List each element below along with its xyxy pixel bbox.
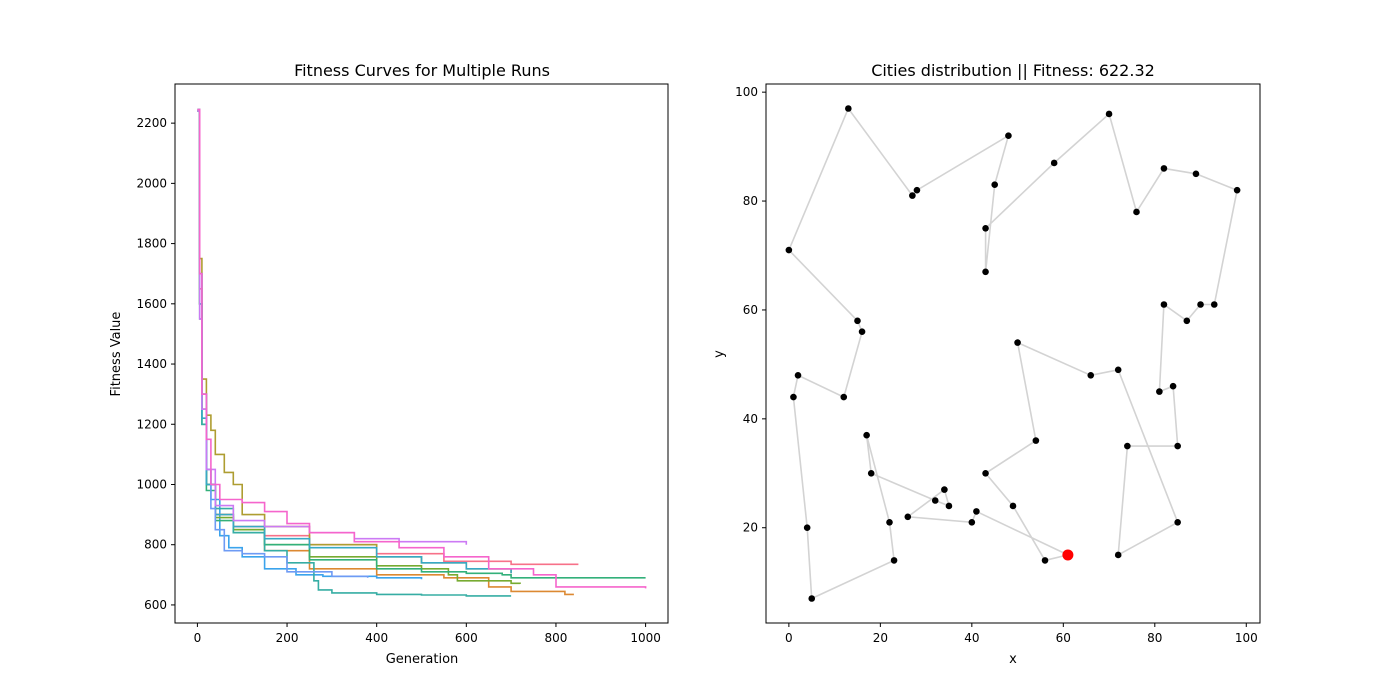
city-point [808,595,816,602]
city-point [840,393,848,401]
fitness-y-tick-label: 2000 [136,176,167,190]
city-point [913,186,921,194]
city-point [904,513,912,521]
city-point [945,502,953,510]
city-point [858,328,866,336]
city-point [1014,339,1021,346]
city-point [1032,437,1040,444]
city-point [1050,159,1058,167]
city-point [785,246,793,254]
city-point [1114,366,1122,374]
city-point [890,557,898,564]
fitness-x-tick-label: 200 [276,631,299,645]
cities-y-tick-label: 80 [743,194,758,208]
city-markers [785,105,1241,602]
city-point [1156,388,1163,395]
city-point [1087,371,1095,379]
fitness-plot-frame [174,83,669,624]
city-point [1174,518,1181,526]
city-point [1133,208,1140,216]
city-point [973,508,980,515]
fitness-x-tick-label: 0 [194,631,202,645]
fitness-y-tick-label: 800 [144,538,167,552]
cities-y-tick-label: 40 [743,412,758,426]
fitness-x-tick-label: 400 [365,631,388,645]
city-point [941,486,948,493]
fitness-y-tick-label: 1600 [136,297,167,311]
fitness-curves-plot: Fitness Curves for Multiple Runs 0 200 400… [109,61,669,667]
city-point [1192,170,1200,178]
fitness-y-tick-label: 1800 [136,237,167,251]
fitness-series-line [197,108,647,589]
fitness-x-tick-label: 800 [545,631,568,645]
start-city-point [1062,549,1074,561]
fitness-x-tick-label: 600 [455,631,478,645]
fitness-chart-title: Fitness Curves for Multiple Runs [294,61,550,80]
cities-y-tick-label: 100 [735,85,758,99]
fitness-x-ticks: 0 200 400 600 800 1000 [194,623,661,645]
fitness-y-tick-label: 2200 [136,116,167,130]
city-point [803,524,811,532]
cities-y-axis-label: y [712,350,727,358]
city-point [863,431,870,439]
city-point [854,317,861,325]
city-point [1174,442,1181,450]
fitness-y-ticks: 600 800 1000 1200 1400 1600 1800 2000 2200 [136,116,175,612]
cities-x-tick-label: 0 [785,631,793,645]
tour-route [787,106,1239,600]
city-point [968,518,976,526]
city-point [794,371,802,379]
city-point [867,469,875,477]
city-point [909,192,916,199]
cities-y-tick-label: 20 [743,521,758,535]
cities-x-tick-label: 80 [1147,631,1162,645]
fitness-y-tick-label: 600 [144,598,167,612]
cities-x-tick-label: 20 [873,631,888,645]
cities-x-ticks: 0 20 40 60 80 100 [785,623,1258,645]
city-point [1160,165,1168,172]
city-point [1124,442,1131,450]
city-point [982,268,989,276]
city-point [1197,301,1204,308]
city-point [1160,301,1168,308]
cities-y-ticks: 20 40 60 80 100 [735,85,766,535]
cities-chart-title: Cities distribution || Fitness: 622.32 [871,61,1155,80]
fitness-x-tick-label: 1000 [630,631,661,645]
city-point [982,469,989,477]
city-point [1183,317,1191,325]
city-point [1041,557,1049,564]
city-point [790,393,797,401]
city-point [1114,551,1122,559]
city-point [886,518,893,526]
city-point [845,105,852,112]
cities-x-axis-label: x [1009,652,1017,667]
fitness-y-axis-label: Fitness Value [109,312,124,397]
fitness-y-tick-label: 1400 [136,357,167,371]
cities-x-tick-label: 40 [964,631,979,645]
city-point [1005,132,1012,140]
fitness-x-axis-label: Generation [386,652,459,667]
cities-y-tick-label: 60 [743,303,758,317]
city-point [1105,110,1113,118]
fitness-y-tick-label: 1000 [136,477,167,491]
cities-x-tick-label: 60 [1056,631,1071,645]
city-point [1009,502,1017,510]
city-point [1210,301,1218,308]
route-line [787,106,1239,600]
city-point [931,497,939,504]
cities-distribution-plot: Cities distribution || Fitness: 622.32 0… [712,61,1261,667]
city-point [982,224,989,232]
city-point [1169,382,1177,390]
city-point [1233,186,1241,194]
cities-x-tick-label: 100 [1235,631,1258,645]
city-point [991,181,999,189]
fitness-series-lines [197,108,647,597]
cities-plot-frame [765,83,1261,624]
fitness-y-tick-label: 1200 [136,417,167,431]
